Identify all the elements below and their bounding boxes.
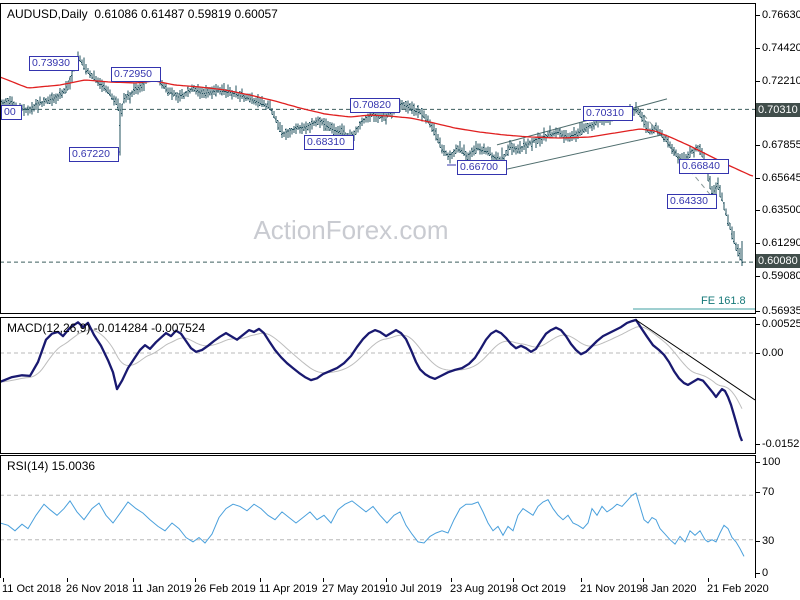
date-label: 8 Jan 2020 [642,583,697,595]
swing-price-label[interactable]: 0.66700 [457,160,507,175]
price-axis[interactable]: 0.766300.744200.722100.700650.678550.656… [756,0,800,600]
axis-tick [756,81,760,82]
axis-price-box: 0.60080 [756,254,800,268]
date-label: 11 Apr 2019 [259,583,318,595]
axis-tick [756,573,760,574]
swing-price-label[interactable]: 0.68310 [304,135,354,150]
date-label: 11 Jan 2019 [132,583,192,595]
axis-tick [756,243,760,244]
date-tick [386,578,387,582]
date-label: 26 Feb 2019 [194,583,256,595]
swing-price-label[interactable]: 0.72950 [111,67,161,82]
date-label: 26 Nov 2018 [66,583,129,595]
axis-label: 0.56935 [762,305,800,317]
date-tick [3,578,4,582]
axis-tick [756,311,760,312]
axis-label: 0.76630 [762,9,800,21]
axis-tick [756,541,760,542]
axis-label: 0.74420 [762,42,800,54]
swing-price-label[interactable]: 0.64330 [667,194,717,209]
date-tick [451,578,452,582]
date-tick [581,578,582,582]
axis-tick [756,178,760,179]
watermark: ActionForex.com [253,215,449,245]
axis-label: 0.61290 [762,237,800,249]
swing-price-label[interactable]: 00 [1,105,22,120]
swing-price-label[interactable]: 0.70310 [583,106,633,121]
axis-label: 0.00 [762,347,784,359]
date-tick [323,578,324,582]
axis-label: 0 [762,567,769,579]
rsi-label: RSI(14) 15.0036 [7,459,96,473]
axis-tick [756,444,760,445]
swing-price-label[interactable]: 0.73930 [29,56,79,71]
date-tick [643,578,644,582]
axis-tick [756,210,760,211]
chart-title: AUDUSD,Daily 0.61086 0.61487 0.59819 0.6… [7,7,278,21]
axis-label: 70 [762,486,775,498]
date-tick [708,578,709,582]
axis-label: 0.005256 [762,318,800,330]
date-axis[interactable]: 11 Oct 2018 26 Nov 2018 11 Jan 2019 26 Feb … [0,578,800,600]
date-label: 10 Jul 2019 [385,583,442,595]
axis-label: 0.67855 [762,139,800,151]
axis-tick [756,15,760,16]
axis-price-box: 0.70310 [756,103,800,117]
date-tick [195,578,196,582]
axis-tick [756,462,760,463]
axis-tick [756,353,760,354]
axis-label: -0.015214 [762,438,800,450]
swing-price-label[interactable]: 0.70820 [350,98,400,113]
axis-label: 0.72210 [762,75,800,87]
date-tick [513,578,514,582]
date-tick [67,578,68,582]
axis-label: 0.59080 [762,270,800,282]
axis-label: 30 [762,535,775,547]
main-chart-panel[interactable]: ActionForex.com AUDUSD,Daily 0.61086 0.6… [0,3,756,314]
axis-tick [756,145,760,146]
macd-panel[interactable]: MACD(12,26,9) -0.014284 -0.007524 [0,317,756,454]
axis-tick [756,276,760,277]
date-label: 11 Oct 2018 [2,583,62,595]
date-label: 8 Oct 2019 [512,583,566,595]
axis-label: 0.65645 [762,172,800,184]
date-label: 21 Nov 2019 [580,583,643,595]
date-label: 27 May 2019 [322,583,386,595]
macd-canvas[interactable] [1,318,755,453]
axis-label: 0.63500 [762,204,800,216]
rsi-panel[interactable]: RSI(14) 15.0036 [0,455,756,579]
axis-tick [756,492,760,493]
fib-extension-label: FE 161.8 [701,295,746,307]
macd-label: MACD(12,26,9) -0.014284 -0.007524 [7,321,206,335]
swing-price-label[interactable]: 0.67220 [69,147,119,162]
date-label: 23 Aug 2019 [450,583,512,595]
axis-label: 100 [762,456,781,468]
swing-price-label[interactable]: 0.66840 [679,159,729,174]
date-tick [260,578,261,582]
axis-tick [756,324,760,325]
rsi-canvas[interactable] [1,456,755,578]
date-tick [133,578,134,582]
axis-tick [756,48,760,49]
date-label: 21 Feb 2020 [707,583,769,595]
